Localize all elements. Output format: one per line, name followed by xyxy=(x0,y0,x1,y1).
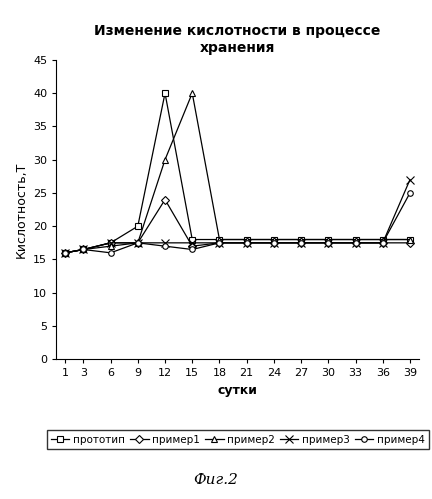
прототип xyxy=(271,237,276,243)
пример3 xyxy=(63,250,68,256)
пример1 xyxy=(108,240,113,246)
пример1 xyxy=(380,240,385,246)
пример2 xyxy=(353,237,358,243)
пример3 xyxy=(162,240,168,246)
пример2 xyxy=(407,237,413,243)
пример2 xyxy=(326,237,331,243)
пример4 xyxy=(380,240,385,246)
пример3 xyxy=(326,240,331,246)
пример2 xyxy=(63,250,68,256)
пример3 xyxy=(217,240,222,246)
пример2 xyxy=(81,247,86,252)
прототип xyxy=(380,237,385,243)
пример3 xyxy=(271,240,276,246)
пример3 xyxy=(81,247,86,252)
пример2 xyxy=(217,237,222,243)
пример4 xyxy=(81,247,86,252)
прототип xyxy=(81,247,86,252)
пример4 xyxy=(326,240,331,246)
пример1 xyxy=(63,250,68,256)
пример1 xyxy=(407,240,413,246)
пример2 xyxy=(299,237,304,243)
пример2 xyxy=(244,237,249,243)
пример4 xyxy=(271,240,276,246)
пример1 xyxy=(135,240,140,246)
пример3 xyxy=(135,240,140,246)
пример4 xyxy=(217,240,222,246)
пример3 xyxy=(407,177,413,183)
пример1 xyxy=(353,240,358,246)
пример4 xyxy=(190,247,195,252)
пример4 xyxy=(407,190,413,196)
X-axis label: сутки: сутки xyxy=(218,384,257,397)
Line: пример3: пример3 xyxy=(61,176,414,257)
пример4 xyxy=(63,250,68,256)
пример1 xyxy=(271,240,276,246)
пример1 xyxy=(81,247,86,252)
прототип xyxy=(407,237,413,243)
прототип xyxy=(244,237,249,243)
Legend: прототип, пример1, пример2, пример3, пример4: прототип, пример1, пример2, пример3, при… xyxy=(47,430,429,449)
пример3 xyxy=(299,240,304,246)
пример1 xyxy=(326,240,331,246)
прототип xyxy=(326,237,331,243)
пример2 xyxy=(108,243,113,249)
пример2 xyxy=(380,237,385,243)
пример4 xyxy=(299,240,304,246)
пример2 xyxy=(162,157,168,163)
Line: пример1: пример1 xyxy=(63,197,413,255)
пример1 xyxy=(244,240,249,246)
пример4 xyxy=(244,240,249,246)
Line: прототип: прототип xyxy=(62,90,413,256)
пример3 xyxy=(353,240,358,246)
прототип xyxy=(135,223,140,229)
прототип xyxy=(299,237,304,243)
пример1 xyxy=(217,240,222,246)
пример4 xyxy=(162,243,168,249)
прототип xyxy=(353,237,358,243)
пример2 xyxy=(271,237,276,243)
пример4 xyxy=(135,240,140,246)
прототип xyxy=(108,240,113,246)
прототип xyxy=(217,237,222,243)
прототип xyxy=(190,237,195,243)
Line: пример2: пример2 xyxy=(62,90,413,256)
пример3 xyxy=(380,240,385,246)
Text: Фиг.2: Фиг.2 xyxy=(194,473,238,487)
пример1 xyxy=(190,243,195,249)
пример1 xyxy=(162,197,168,203)
пример1 xyxy=(299,240,304,246)
пример3 xyxy=(190,240,195,246)
пример3 xyxy=(244,240,249,246)
прототип xyxy=(162,90,168,96)
пример2 xyxy=(135,240,140,246)
Line: пример4: пример4 xyxy=(63,190,413,255)
Y-axis label: Кислотность,Т: Кислотность,Т xyxy=(14,161,28,258)
Title: Изменение кислотности в процессе
хранения: Изменение кислотности в процессе хранени… xyxy=(95,24,381,54)
пример4 xyxy=(108,250,113,256)
пример4 xyxy=(353,240,358,246)
пример2 xyxy=(190,90,195,96)
пример3 xyxy=(108,240,113,246)
прототип xyxy=(63,250,68,256)
